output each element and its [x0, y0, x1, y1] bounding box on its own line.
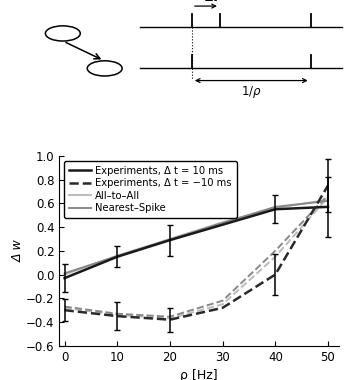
Circle shape [87, 61, 122, 76]
Legend: Experiments, Δ t = 10 ms, Experiments, Δ t = −10 ms, All–to–All, Nearest–Spike: Experiments, Δ t = 10 ms, Experiments, Δ… [64, 161, 237, 218]
Text: $1/\rho$: $1/\rho$ [241, 84, 262, 100]
Y-axis label: Δ w: Δ w [12, 239, 24, 262]
X-axis label: ρ [Hz]: ρ [Hz] [180, 369, 218, 380]
Text: $\Delta t$: $\Delta t$ [204, 0, 218, 4]
Circle shape [45, 26, 80, 41]
